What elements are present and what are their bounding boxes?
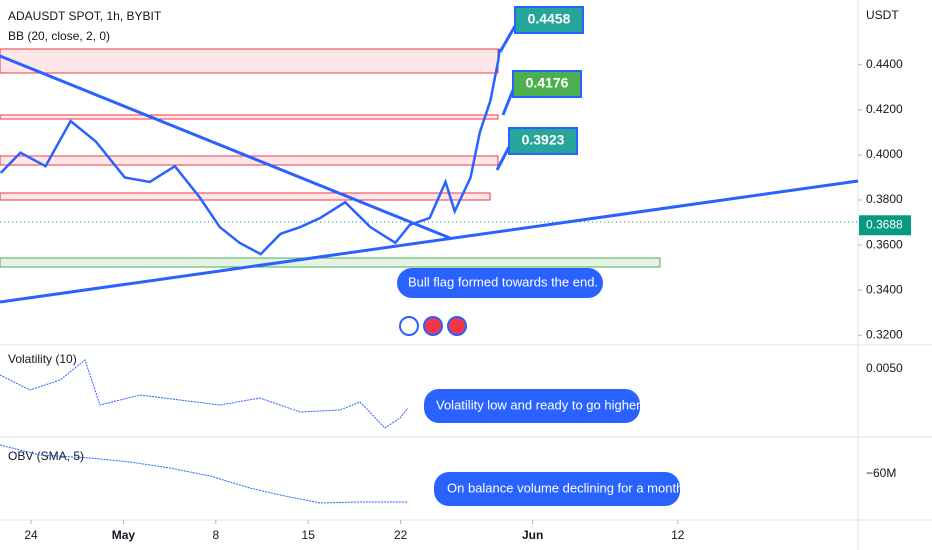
target-pointer: [495, 146, 511, 171]
x-tick-label: 22: [394, 528, 408, 542]
trend-line: [0, 54, 451, 240]
target-box: [514, 6, 584, 34]
target-box: [508, 127, 578, 155]
y-tick-label: 0.4200: [866, 102, 903, 116]
y-tick-label: 0.4000: [866, 147, 903, 161]
y-tick-label: 0.3200: [866, 327, 903, 341]
x-tick-label: May: [112, 528, 136, 542]
support-zone: [0, 257, 661, 268]
volatility-line: [0, 359, 409, 429]
x-tick-label: 24: [24, 528, 38, 542]
currency-label: USDT: [866, 8, 899, 22]
y-tick-label: 0.3600: [866, 237, 903, 251]
target-pointer: [498, 25, 517, 53]
note-bubble: [424, 389, 640, 423]
note-text: On balance volume declining for a month: [447, 480, 683, 495]
pane-tick: 0.0050: [866, 361, 903, 375]
resistance-zone: [0, 114, 499, 120]
target-box: [512, 70, 582, 98]
resistance-zone: [0, 48, 499, 74]
pane-title: Volatility (10): [8, 352, 77, 366]
target-pointer: [501, 89, 515, 116]
indicator-label: BB (20, close, 2, 0): [8, 29, 110, 43]
event-icon[interactable]: [399, 316, 419, 336]
price-line: [0, 48, 501, 256]
resistance-zone: [0, 192, 491, 201]
x-tick-label: 12: [671, 528, 685, 542]
note-text: Bull flag formed towards the end.: [408, 274, 598, 289]
target-label: 0.3923: [522, 132, 565, 148]
last-price-badge: [859, 215, 911, 236]
target-label: 0.4176: [526, 75, 569, 91]
note-bubble: [397, 268, 603, 298]
note-bubble: [434, 472, 680, 506]
obv-line: [0, 444, 408, 504]
y-tick-label: 0.4400: [866, 57, 903, 71]
event-icon[interactable]: [447, 316, 467, 336]
y-tick-label: 0.3800: [866, 192, 903, 206]
target-label: 0.4458: [528, 11, 571, 27]
last-price-label: 0.3688: [866, 217, 903, 231]
pane-tick: −60M: [866, 466, 896, 480]
note-text: Volatility low and ready to go higher: [436, 397, 641, 412]
y-tick-label: 0.3400: [866, 282, 903, 296]
symbol-title: ADAUSDT SPOT, 1h, BYBIT: [8, 9, 162, 23]
x-tick-label: 15: [302, 528, 316, 542]
event-icon[interactable]: [423, 316, 443, 336]
x-tick-label: 8: [212, 528, 219, 542]
pane-title: OBV (SMA, 5): [8, 449, 84, 463]
trend-line: [0, 179, 859, 304]
x-tick-label: Jun: [522, 528, 543, 542]
